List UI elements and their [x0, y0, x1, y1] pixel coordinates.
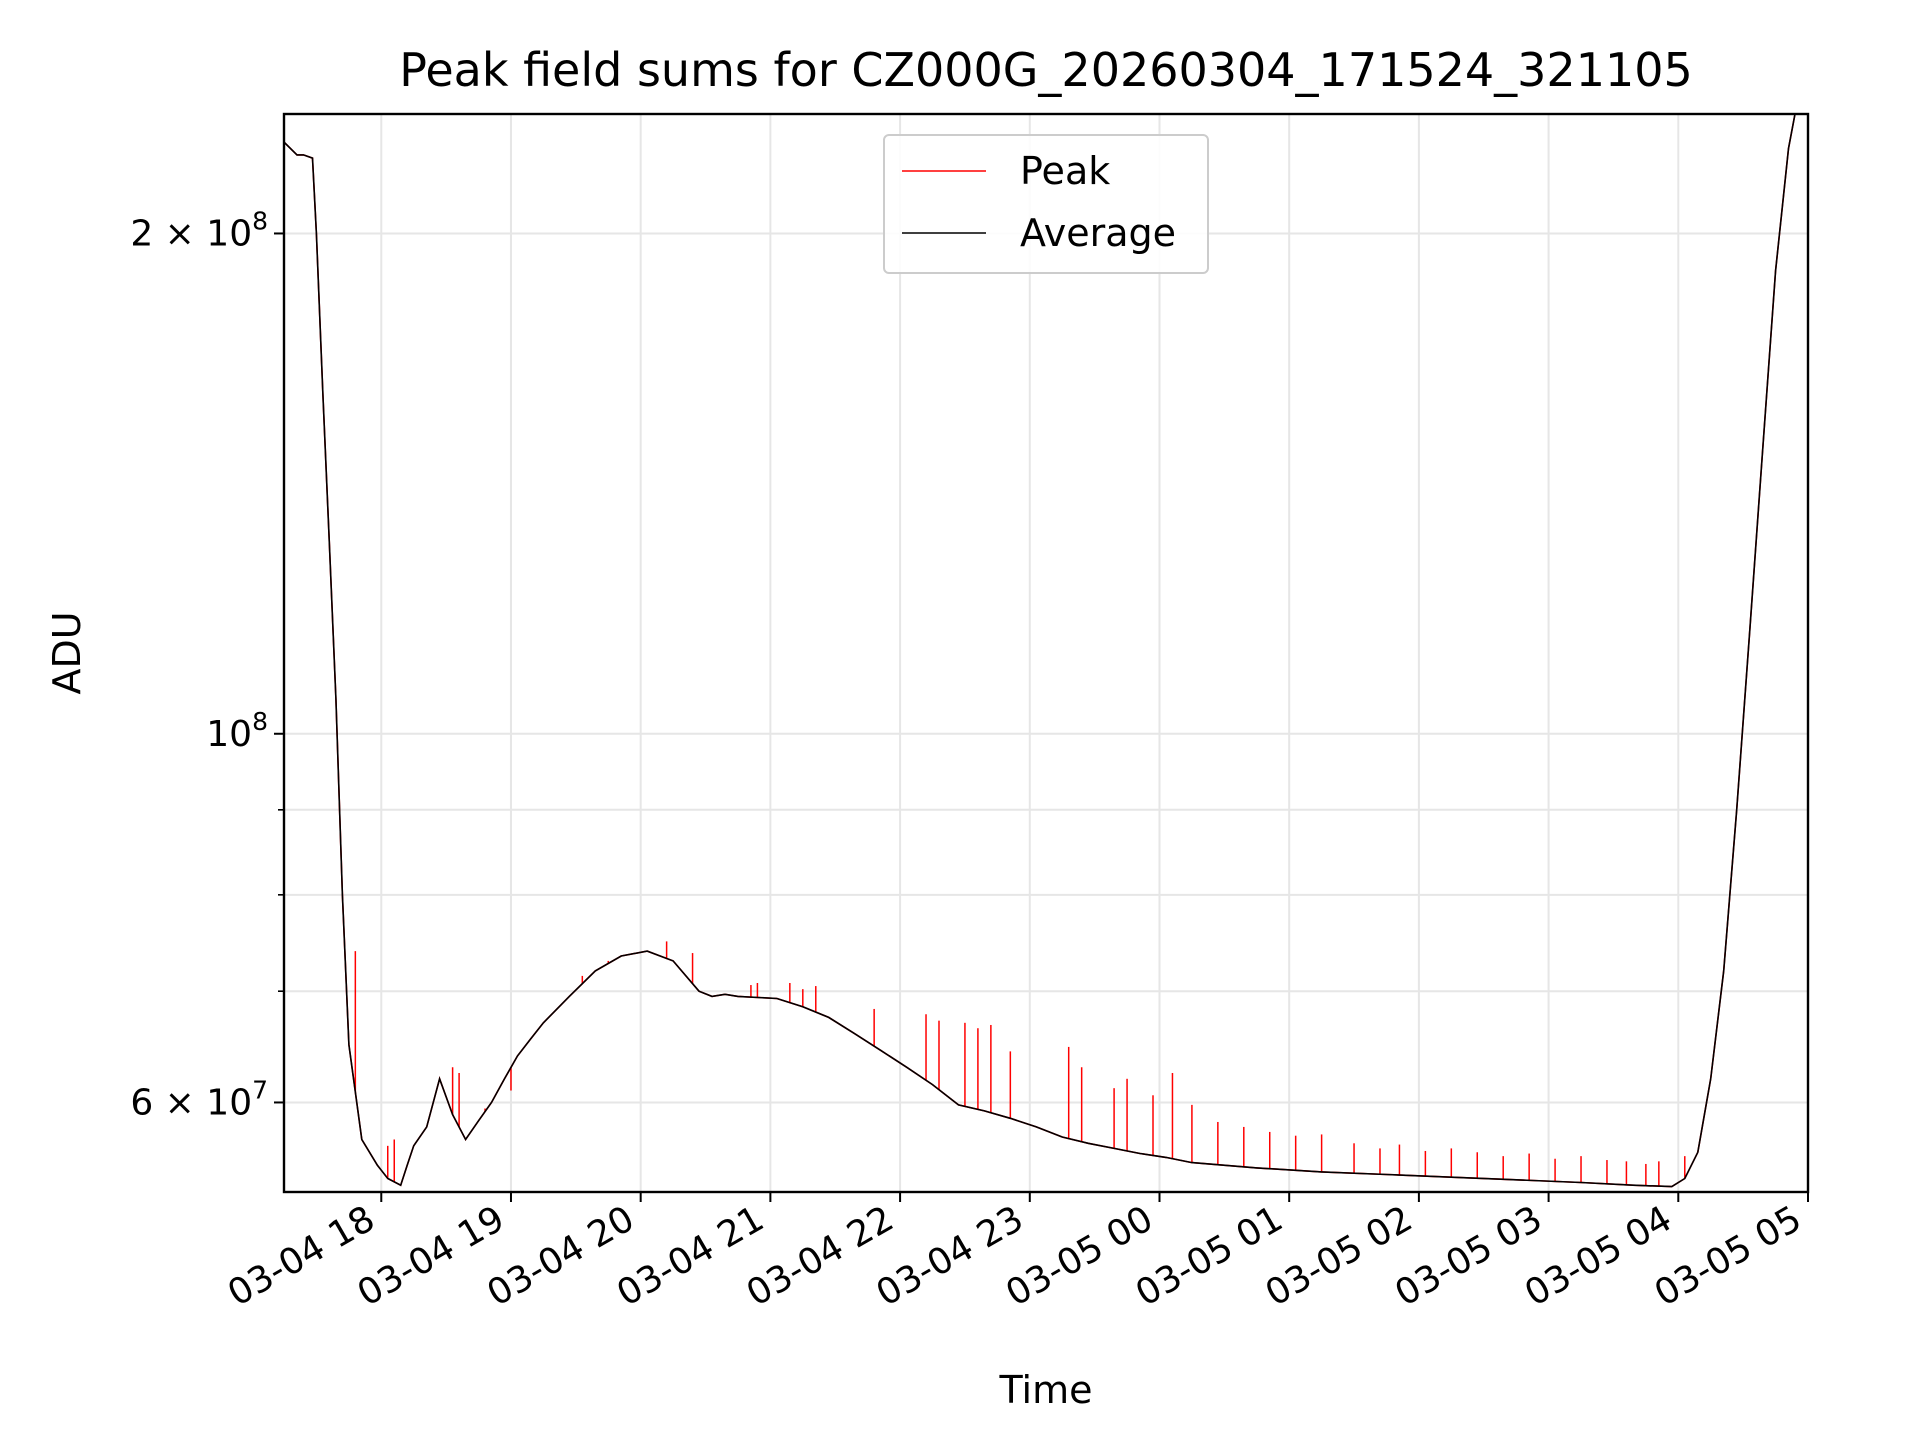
- y-tick-exponent-2: 8: [252, 206, 268, 235]
- legend-peak-label: Peak: [1020, 149, 1110, 193]
- plot-frame: [282, 112, 1810, 1194]
- y-tick-label-0: 6 × 107: [130, 1075, 268, 1123]
- y-axis-label: ADU: [45, 611, 89, 694]
- legend: Peak Average: [883, 134, 1209, 274]
- legend-box: [883, 134, 1209, 274]
- x-axis-label: Time: [999, 1368, 1093, 1412]
- y-tick-label-2: 2 × 108: [130, 206, 268, 254]
- chart-title: Peak field sums for CZ000G_20260304_1715…: [399, 43, 1693, 97]
- legend-average-label: Average: [1020, 211, 1176, 255]
- y-tick-exponent-1: 8: [252, 707, 268, 736]
- series-average-line: [284, 114, 1808, 1188]
- y-tick-exponent-0: 7: [252, 1075, 268, 1104]
- series-layer: [284, 114, 1808, 1188]
